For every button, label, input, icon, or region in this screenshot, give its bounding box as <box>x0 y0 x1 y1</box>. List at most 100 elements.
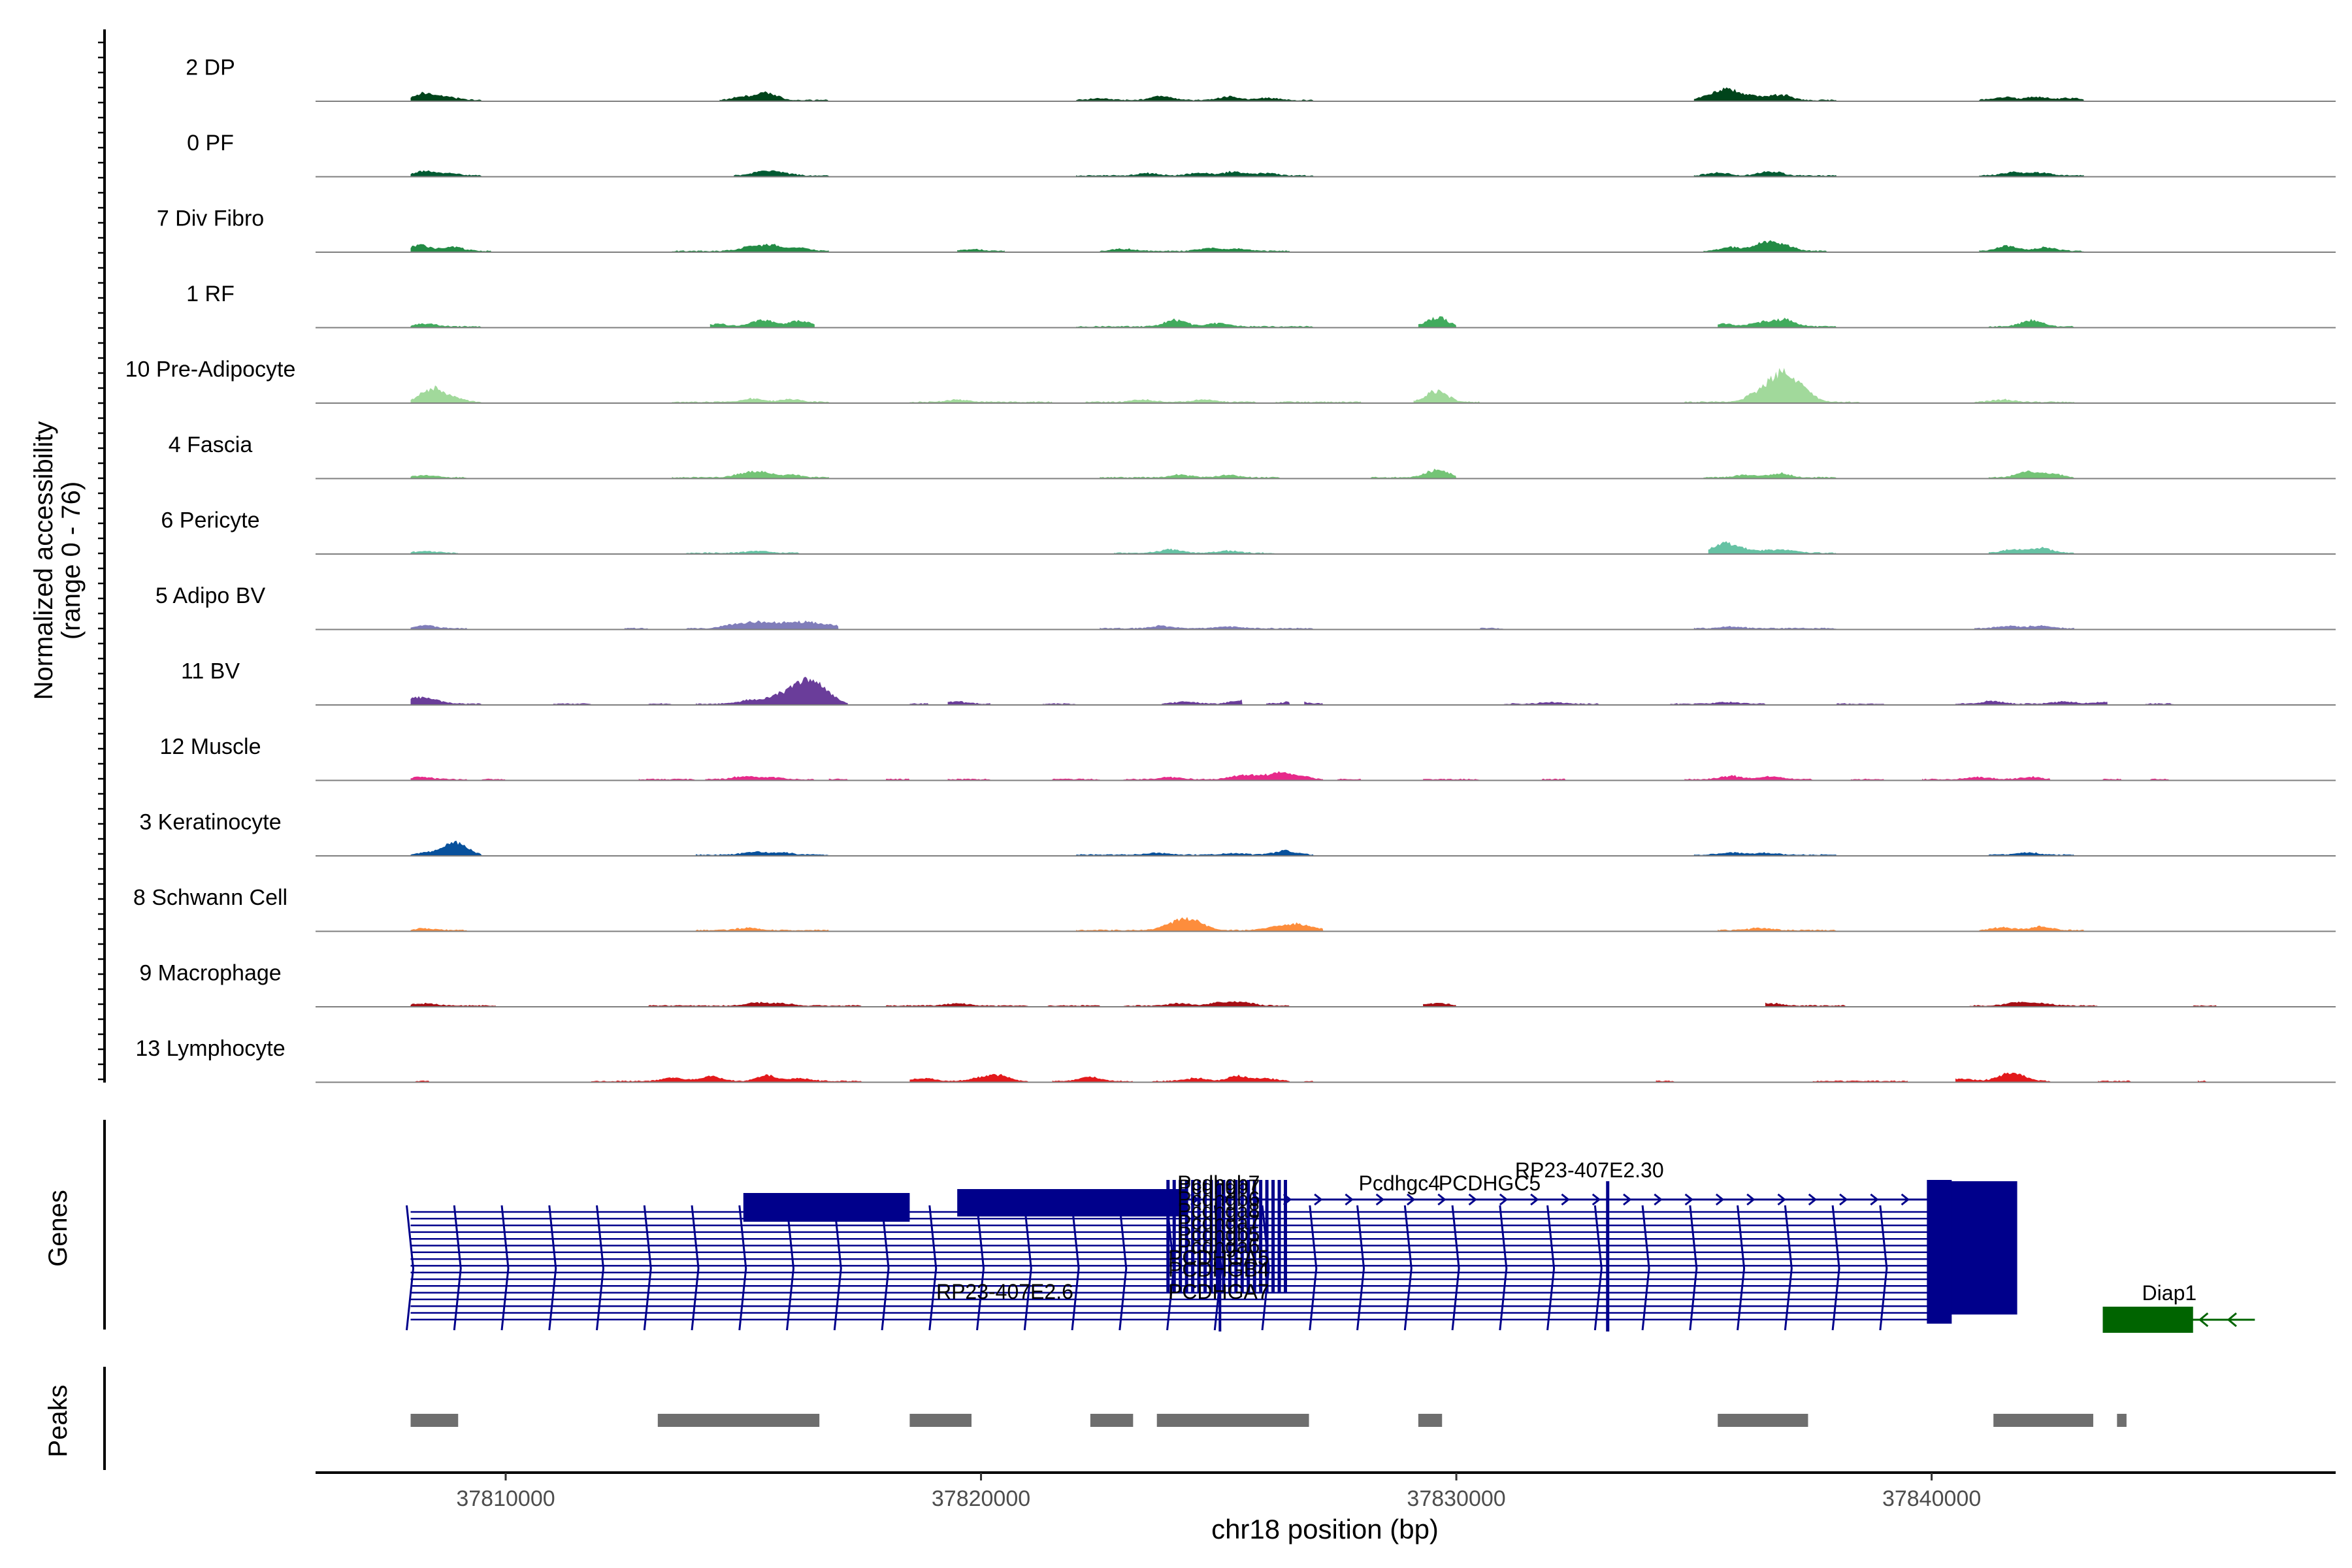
exon-block <box>1228 1180 1232 1292</box>
strand-arrow <box>1561 1193 1570 1206</box>
x-tick-label: 37820000 <box>932 1486 1030 1511</box>
exon-block <box>1184 1180 1188 1292</box>
exon-block <box>1215 1180 1219 1292</box>
strand-arrow <box>1499 1193 1509 1206</box>
strand-arrow <box>786 1205 795 1331</box>
peaks-track <box>410 1414 2127 1427</box>
track-10-pre-adipocyte: 10 Pre-Adipocyte <box>125 357 2336 404</box>
strand-arrow <box>1870 1193 1879 1206</box>
strand-arrow <box>928 1205 938 1331</box>
track-5-adipo-bv: 5 Adipo BV <box>155 583 2336 630</box>
exon-block <box>1197 1180 1201 1292</box>
strand-arrow <box>1784 1205 1793 1331</box>
track-9-macrophage: 9 Macrophage <box>139 961 2336 1007</box>
strand-arrow <box>1261 1205 1270 1331</box>
strand-arrow <box>1737 1205 1746 1331</box>
strand-arrow <box>1403 1205 1413 1331</box>
strand-arrow <box>976 1205 985 1331</box>
coverage-area <box>410 87 2084 101</box>
exon-block <box>1222 1180 1226 1292</box>
peak-block <box>1156 1414 1309 1427</box>
gene-label-overlap: PCDHGB4 <box>1168 1258 1269 1281</box>
gene-label: PCDHGA7 <box>1168 1280 1269 1303</box>
exon-block <box>1265 1180 1269 1292</box>
coverage-area <box>410 240 2084 252</box>
x-axis-label: chr18 position (bp) <box>1211 1514 1439 1544</box>
exon-block <box>1234 1180 1238 1292</box>
peak-block <box>2117 1414 2127 1427</box>
strand-arrow <box>1839 1193 1848 1206</box>
coverage-area <box>410 771 2170 780</box>
peak-block <box>657 1414 820 1427</box>
gene-label-overlap: Pcdhgb6 <box>1177 1187 1260 1211</box>
strand-arrow <box>1684 1193 1693 1206</box>
strand-arrow <box>1831 1205 1840 1331</box>
strand-arrow <box>1777 1193 1786 1206</box>
track-label: 4 Fascia <box>169 433 253 457</box>
exon-block <box>1209 1180 1213 1292</box>
exon-block <box>1218 1184 1222 1331</box>
strand-arrow <box>1499 1205 1508 1331</box>
strand-arrow <box>1546 1205 1556 1331</box>
track-3-keratinocyte: 3 Keratinocyte <box>139 810 2336 857</box>
coverage-area <box>410 541 2074 554</box>
strand-arrow <box>643 1205 652 1331</box>
gene-label: PCDHGC5 <box>1439 1171 1541 1195</box>
track-7-div-fibro: 7 Div Fibro <box>157 206 2336 253</box>
strand-arrow <box>596 1205 605 1331</box>
exon-block <box>1179 1180 1183 1292</box>
y-axis-label-line2: (range 0 - 76) <box>57 482 86 640</box>
strand-arrow <box>1071 1205 1080 1331</box>
strand-arrow <box>1593 1205 1603 1331</box>
track-label: 7 Div Fibro <box>157 206 264 231</box>
exon-block <box>1259 1180 1263 1292</box>
track-11-bv: 11 BV <box>181 659 2336 706</box>
strand-arrow <box>548 1205 557 1331</box>
coverage-area <box>410 917 2084 931</box>
coverage-area <box>410 1001 2217 1007</box>
coverage-area <box>410 840 2074 856</box>
exon-block <box>1927 1180 1952 1324</box>
coverage-area <box>410 368 2074 403</box>
track-label: 11 BV <box>181 659 240 684</box>
gene-label-overlap: Pcdhgb5 <box>1177 1222 1260 1246</box>
strand-arrow <box>453 1205 462 1331</box>
track-label: 3 Keratinocyte <box>139 810 281 835</box>
x-tick-label: 37810000 <box>456 1486 555 1511</box>
track-6-pericyte: 6 Pericyte <box>161 508 2336 555</box>
strand-arrow <box>1468 1193 1477 1206</box>
track-8-schwann-cell: 8 Schwann Cell <box>133 885 2336 932</box>
peaks-axis-label: Peaks <box>44 1384 73 1457</box>
exon-block <box>1247 1180 1250 1292</box>
exon-block <box>1271 1180 1275 1292</box>
strand-arrow <box>1689 1205 1698 1331</box>
strand-arrow <box>2198 1312 2209 1328</box>
strand-arrow <box>691 1205 700 1331</box>
gene-label: Diap1 <box>2142 1281 2197 1305</box>
axes: 37810000 37820000 37830000 37840000 <box>98 29 2336 1511</box>
strand-arrow <box>1808 1193 1818 1206</box>
y-axis-label-line1: Normalized accessibility <box>29 421 58 700</box>
track-label: 12 Muscle <box>160 734 261 759</box>
diap1-exon <box>2102 1307 2193 1333</box>
strand-arrow <box>1451 1205 1460 1331</box>
genes-axis-label: Genes <box>44 1190 73 1267</box>
exon-block <box>1240 1180 1244 1292</box>
strand-arrow <box>1641 1205 1650 1331</box>
track-label: 5 Adipo BV <box>155 583 266 608</box>
strand-arrow <box>1356 1205 1365 1331</box>
strand-arrow <box>1879 1205 1888 1331</box>
track-1-rf: 1 RF <box>186 282 2336 329</box>
peak-block <box>410 1414 459 1427</box>
track-label: 2 DP <box>186 56 235 80</box>
coverage-area <box>410 620 2074 629</box>
strand-arrow <box>1623 1193 1632 1206</box>
gene-label-overlap: Pcdhga8 <box>1177 1199 1260 1222</box>
track-12-muscle: 12 Muscle <box>160 734 2336 781</box>
coverage-area <box>410 316 2074 327</box>
exon-block <box>1252 1180 1256 1292</box>
exon-block <box>743 1193 910 1222</box>
strand-arrow <box>1309 1205 1318 1331</box>
strand-arrow <box>1530 1193 1539 1206</box>
